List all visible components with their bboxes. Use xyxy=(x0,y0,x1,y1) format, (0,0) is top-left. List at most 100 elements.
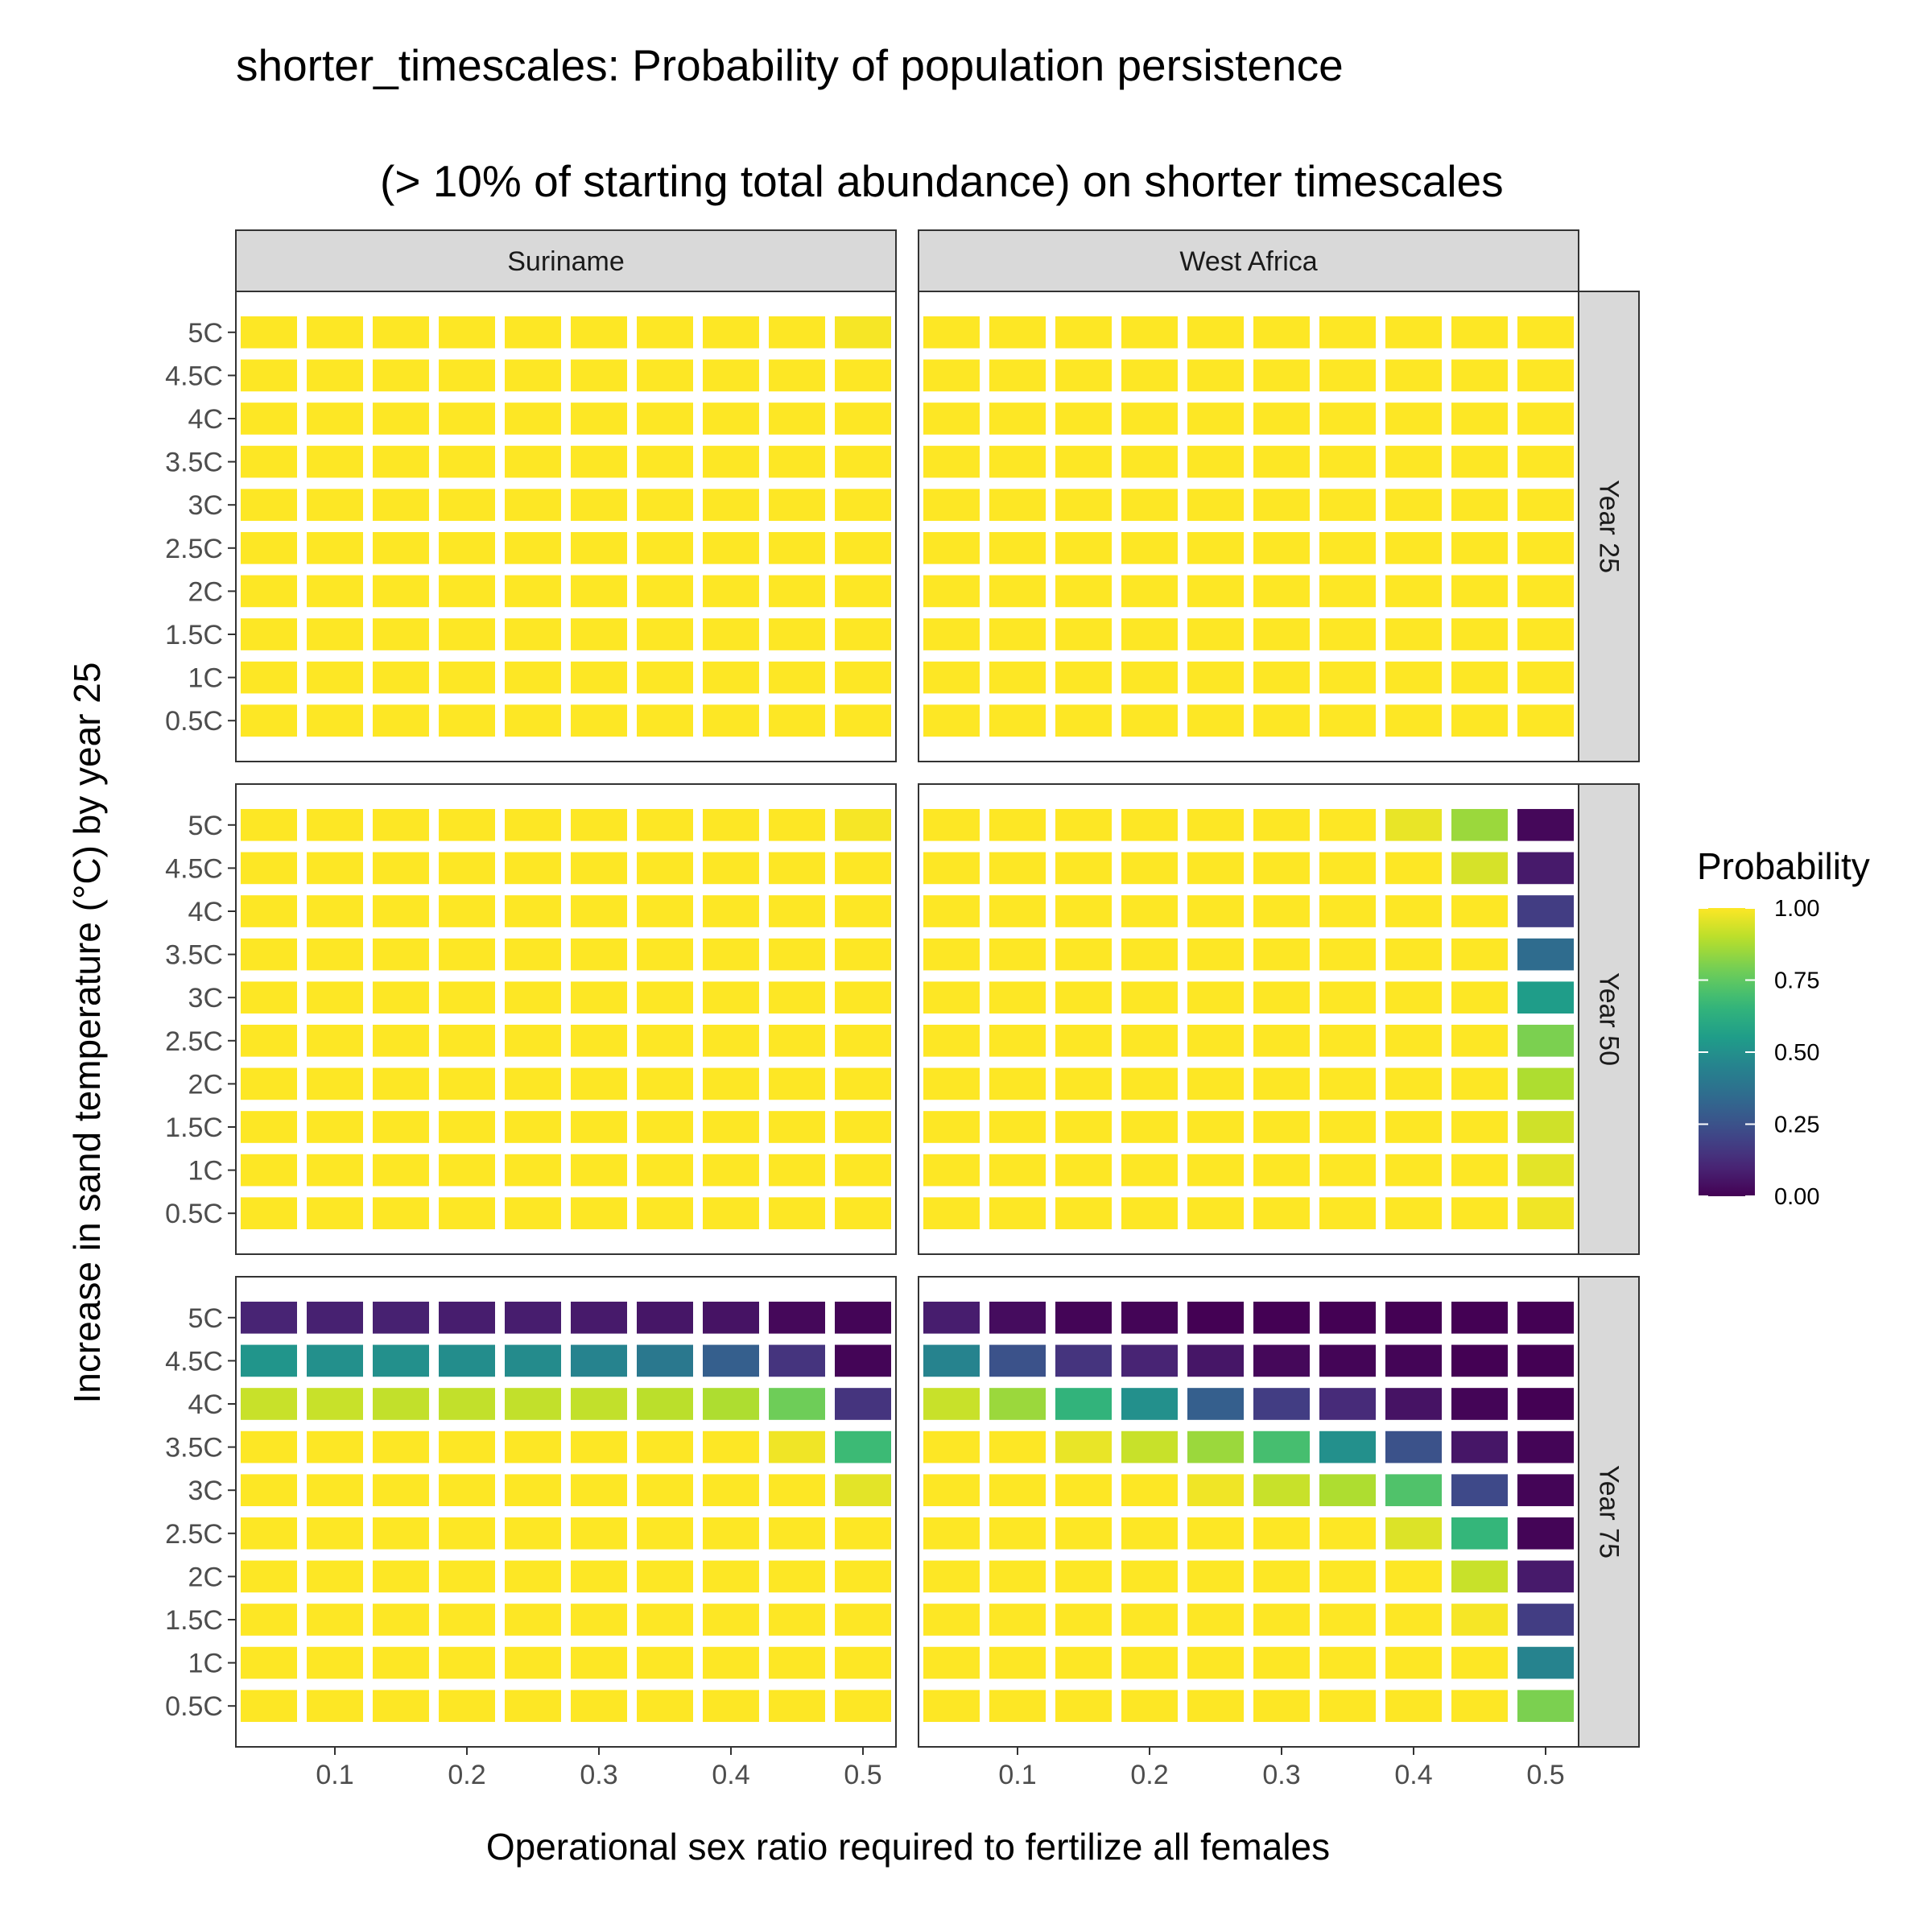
heatmap-tile xyxy=(571,1111,627,1143)
heatmap-tile xyxy=(241,1388,297,1420)
y-tick-label: 1.5C xyxy=(165,1605,223,1636)
heatmap-tile xyxy=(989,402,1046,435)
heatmap-tile xyxy=(1055,808,1112,841)
heatmap-tile xyxy=(703,1111,759,1143)
heatmap-tile xyxy=(439,489,495,522)
heatmap-tile xyxy=(1121,316,1178,349)
heatmap-tile xyxy=(703,359,759,392)
heatmap-tile xyxy=(241,316,297,349)
y-tick-label: 3C xyxy=(188,1476,223,1506)
heatmap-tile xyxy=(241,981,297,1014)
heatmap-tile xyxy=(241,359,297,392)
legend-tick-label: 0.25 xyxy=(1774,1113,1819,1138)
heatmap-tile xyxy=(571,852,627,885)
heatmap-tile xyxy=(637,1604,693,1636)
heatmap-tile xyxy=(1055,1430,1112,1463)
heatmap-tile xyxy=(1385,1067,1442,1100)
heatmap-tile xyxy=(439,1560,495,1593)
heatmap-tile xyxy=(571,1344,627,1377)
heatmap-tile xyxy=(1187,1197,1244,1230)
heatmap-tile xyxy=(835,1301,891,1334)
facet-strip-year-25 xyxy=(1578,291,1640,762)
heatmap-tile xyxy=(1451,402,1508,435)
heatmap-tile xyxy=(923,445,980,478)
heatmap-tile xyxy=(1121,704,1178,737)
heatmap-tile xyxy=(571,1388,627,1420)
heatmap-tile xyxy=(1121,1646,1178,1679)
heatmap-tile xyxy=(241,1344,297,1377)
heatmap-tile xyxy=(923,489,980,522)
heatmap-tile xyxy=(1187,531,1244,564)
heatmap-tile xyxy=(1253,1111,1310,1143)
heatmap-tile xyxy=(1055,1344,1112,1377)
heatmap-tile xyxy=(1121,1690,1178,1723)
heatmap-tile xyxy=(1319,1517,1376,1550)
heatmap-tile xyxy=(835,1111,891,1143)
heatmap-tile xyxy=(571,704,627,737)
heatmap-tile xyxy=(1319,1154,1376,1187)
heatmap-tile xyxy=(241,1197,297,1230)
heatmap-tile xyxy=(439,316,495,349)
heatmap-tile xyxy=(1319,1474,1376,1507)
heatmap-tile xyxy=(1517,359,1574,392)
heatmap-tile xyxy=(307,808,363,841)
heatmap-tile xyxy=(439,1474,495,1507)
heatmap-tile xyxy=(439,1067,495,1100)
heatmap-tile xyxy=(1121,1024,1178,1057)
y-tick-label: 1.5C xyxy=(165,1113,223,1143)
heatmap-tile xyxy=(835,1646,891,1679)
facet-strip-year-50 xyxy=(1578,783,1640,1255)
heatmap-tile xyxy=(505,1690,561,1723)
panel-border xyxy=(235,783,897,1255)
x-tick-label: 0.2 xyxy=(1130,1760,1168,1790)
heatmap-tile xyxy=(923,981,980,1014)
heatmap-tile xyxy=(373,1604,429,1636)
heatmap-tile xyxy=(703,1430,759,1463)
heatmap-tile xyxy=(1055,1474,1112,1507)
heatmap-tile xyxy=(1253,1690,1310,1723)
heatmap-tile xyxy=(1451,445,1508,478)
heatmap-tile xyxy=(989,1430,1046,1463)
heatmap-tile xyxy=(307,1111,363,1143)
heatmap-tile xyxy=(1451,1690,1508,1723)
heatmap-tile xyxy=(923,1024,980,1057)
y-tick-label: 5C xyxy=(188,318,223,349)
heatmap-tile xyxy=(505,575,561,608)
heatmap-tile xyxy=(769,1197,825,1230)
heatmap-tile xyxy=(1055,575,1112,608)
heatmap-tile xyxy=(989,1474,1046,1507)
heatmap-tile xyxy=(439,1024,495,1057)
heatmap-tile xyxy=(703,1517,759,1550)
heatmap-tile xyxy=(769,1517,825,1550)
heatmap-tile xyxy=(505,316,561,349)
legend-tick-label: 0.75 xyxy=(1774,968,1819,994)
heatmap-tile xyxy=(1517,1024,1574,1057)
heatmap-tile xyxy=(505,1197,561,1230)
heatmap-tile xyxy=(1517,445,1574,478)
heatmap-tile xyxy=(1253,1344,1310,1377)
heatmap-tile xyxy=(571,445,627,478)
heatmap-tile xyxy=(307,359,363,392)
heatmap-tile xyxy=(1187,1111,1244,1143)
heatmap-tile xyxy=(1385,1690,1442,1723)
heatmap-tile xyxy=(505,359,561,392)
heatmap-tile xyxy=(439,1111,495,1143)
heatmap-tile xyxy=(1517,402,1574,435)
heatmap-tile xyxy=(923,618,980,650)
heatmap-tile xyxy=(923,852,980,885)
y-tick-label: 2.5C xyxy=(165,1519,223,1550)
y-tick-label: 2C xyxy=(188,1069,223,1100)
heatmap-tile xyxy=(373,1067,429,1100)
heatmap-tile xyxy=(571,895,627,927)
heatmap-tile xyxy=(1451,852,1508,885)
heatmap-tile xyxy=(1517,852,1574,885)
heatmap-tile xyxy=(373,1344,429,1377)
panel-border xyxy=(918,783,1579,1255)
heatmap-tile xyxy=(241,1646,297,1679)
heatmap-tile xyxy=(637,575,693,608)
heatmap-tile xyxy=(1187,1067,1244,1100)
heatmap-tile xyxy=(307,1154,363,1187)
heatmap-tile xyxy=(1121,575,1178,608)
heatmap-tile xyxy=(307,981,363,1014)
heatmap-tile xyxy=(505,1067,561,1100)
